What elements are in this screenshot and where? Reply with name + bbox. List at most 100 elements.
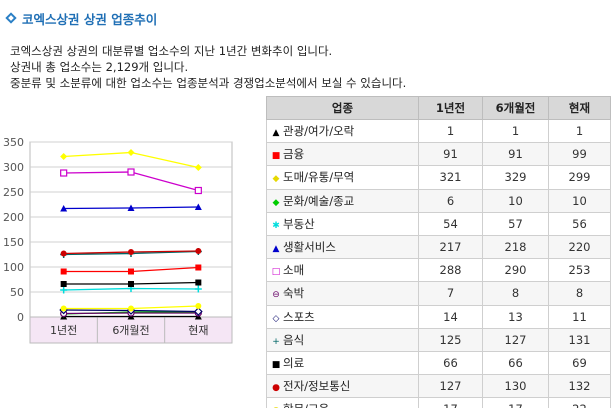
line-chart: 0 50 100 150 200 250 300 350 1년전 6개월전 현재 [0,130,235,350]
data-point [195,303,202,309]
category-cell: ◇ 스포츠 [266,304,419,329]
category-label: 생활서비스 [283,240,336,255]
y-tick-label: 250 [3,186,24,199]
y-tick-label: 100 [3,261,24,274]
data-point [127,204,135,211]
value-cell: 17 [482,397,549,408]
value-cell: 56 [548,211,611,236]
category-cell: ⊖ 숙박 [266,281,419,306]
data-point [194,164,202,171]
category-cell: ● 전자/정보통신 [266,374,419,399]
table-row: ■ 의료 66 66 69 [266,350,611,376]
table-row: ▲ 생활서비스 217 218 220 [266,234,611,260]
category-label: 숙박 [283,286,305,301]
series-marker-icon: ● [272,383,280,394]
series-marker-icon: ◆ [272,174,280,185]
value-cell: 8 [482,281,549,306]
category-cell: ▲ 생활서비스 [266,234,419,260]
value-cell: 131 [548,327,611,352]
series-marker-icon: ■ [271,151,281,162]
category-label: 도매/유통/무역 [283,170,355,185]
description-line-1: 코엑스상권 상권의 대분류별 업소수의 지난 1년간 변화추이 입니다. [10,44,333,58]
value-cell: 10 [482,188,549,213]
x-tick-label: 현재 [188,324,208,337]
category-label: 스포츠 [283,309,315,324]
data-point [60,305,67,312]
value-cell: 127 [418,374,483,399]
table-row: ●학문/교육171722 [266,397,611,408]
value-cell: 1 [482,118,549,144]
table-row: + 음식 125 127 131 [266,327,611,352]
description: 코엑스상권 상권의 대분류별 업소수의 지난 1년간 변화추이 입니다. 상권내… [10,43,406,91]
value-cell: 6 [418,188,483,213]
category-label: 문화/예술/종교 [283,193,355,208]
value-cell: 17 [418,397,483,408]
value-cell: 91 [482,142,549,167]
y-tick-label: 350 [3,136,24,149]
value-cell: 329 [482,165,549,190]
value-cell: 10 [548,188,611,213]
data-point [193,307,203,316]
table-row: ✱ 부동산 54 57 56 [266,211,611,236]
table-header-row: 업종 1년전 6개월전 현재 [266,96,611,120]
category-label: 관광/여가/오락 [283,124,355,139]
data-point [128,281,134,287]
y-tick-label: 300 [3,161,24,174]
category-cell: ▲ 관광/여가/오락 [266,118,419,144]
data-point [60,268,67,275]
category-cell: ✱ 부동산 [266,211,419,236]
category-cell: ■ 금융 [266,142,419,167]
series-marker-icon: ◆ [272,197,280,208]
y-tick-label: 0 [17,311,24,324]
chart-svg: 0 50 100 150 200 250 300 350 1년전 6개월전 현재 [3,136,233,344]
value-cell: 299 [548,165,611,190]
category-label: 금융 [283,147,305,162]
value-cell: 54 [418,211,483,236]
value-cell: 290 [482,258,549,283]
value-cell: 8 [548,281,611,306]
page-title: 코엑스상권 상권 업종추이 [22,12,158,27]
category-cell: ■ 의료 [266,350,419,376]
value-cell: 220 [548,234,611,260]
series-marker-icon: □ [271,267,281,278]
data-point [60,250,67,257]
series-marker-icon: ✱ [272,220,280,231]
table-row: ■ 금융 91 91 99 [266,142,611,167]
description-line-3: 중분류 및 소분류에 대한 업소수는 업종분석과 경쟁업소분석에서 보실 수 있… [10,76,407,90]
business-count-table: 업종 1년전 6개월전 현재 ▲ 관광/여가/오락 1 1 1 ■ 금융 91 91 99 ◆ 도매/… [266,96,611,408]
value-cell: 1 [418,118,483,144]
diamond-bullet-icon [6,13,17,24]
x-tick-label: 6개월전 [112,324,149,337]
value-cell: 91 [418,142,483,167]
data-point [128,268,134,275]
value-cell: 99 [548,142,611,167]
value-cell: 57 [482,211,549,236]
series-marker-icon: ▲ [272,128,280,139]
x-tick-label: 1년전 [50,324,77,337]
description-line-2: 상권내 총 업소수는 2,129개 입니다. [10,60,189,74]
value-cell: 66 [482,350,549,376]
value-cell: 253 [548,258,611,283]
col-header-category: 업종 [266,96,419,120]
data-point [195,264,202,271]
series-marker-icon: ⊖ [272,290,280,301]
value-cell: 1 [548,118,611,144]
table-row: ● 전자/정보통신 127 130 132 [266,374,611,399]
data-point [195,248,202,254]
page-header: 코엑스상권 상권 업종추이 [6,9,157,28]
category-cell: ●학문/교육 [266,397,419,408]
value-cell: 7 [418,281,483,306]
data-point [128,305,134,312]
y-tick-label: 150 [3,236,24,249]
value-cell: 14 [418,304,483,329]
category-label: 음식 [283,332,305,347]
col-header-current: 현재 [548,96,611,120]
data-point [127,168,135,176]
value-cell: 130 [482,374,549,399]
table-row: ◇ 스포츠 14 13 11 [266,304,611,329]
data-point [195,279,202,286]
value-cell: 132 [548,374,611,399]
data-point [60,153,68,160]
data-point [60,169,68,177]
category-label: 부동산 [283,216,315,231]
